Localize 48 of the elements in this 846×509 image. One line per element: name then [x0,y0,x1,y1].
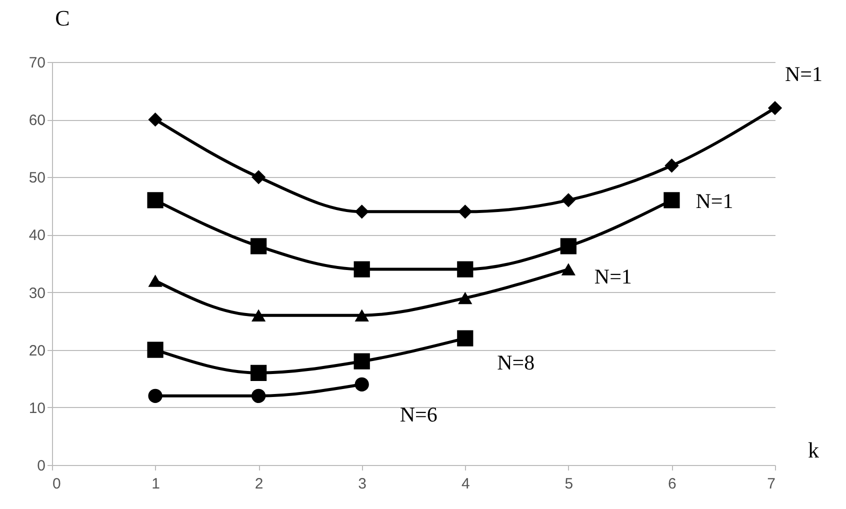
point [354,309,369,322]
point [561,193,576,208]
y-tick-label: 60 [28,112,46,130]
point [148,112,162,127]
point [148,388,162,403]
y-tick-label: 0 [37,458,46,474]
point [664,192,680,208]
x-tick-label: 7 [767,476,776,492]
point [458,292,472,304]
point [250,238,267,254]
x-tick-label: 5 [564,476,574,492]
point [250,364,267,381]
point [252,170,266,184]
y-tick-label: 50 [28,170,46,187]
point [148,274,162,287]
point [252,309,266,322]
point [457,330,474,346]
point [354,204,369,219]
series-label: N=1 [785,62,823,86]
point [354,261,370,278]
point [457,261,474,278]
series-label: N=1 [594,264,632,288]
x-tick-label: 0 [52,476,61,492]
x-tick-label: 3 [358,476,367,492]
x-tick-label: 1 [152,476,160,492]
point [664,158,679,173]
x-tick-label: 6 [668,476,676,492]
point [354,377,369,392]
point [458,204,472,219]
series-label: N=1 [696,189,734,214]
x-tick-label: 4 [461,476,470,492]
point [354,353,370,370]
x-axis-title: k [808,438,819,462]
y-tick-label: 30 [28,284,46,302]
series-label: N=8 [497,350,535,374]
y-tick-label: 10 [28,400,46,417]
point [561,263,576,276]
series-label: N=6 [400,402,438,426]
point [147,342,164,358]
point [252,388,266,403]
y-tick-label: 70 [28,54,46,72]
y-axis-title: C [55,6,70,30]
point [768,100,782,116]
x-tick-label: 2 [254,476,264,492]
point [560,238,576,254]
y-tick-label: 40 [28,227,46,244]
y-tick-label: 20 [28,342,46,360]
point [147,192,164,208]
